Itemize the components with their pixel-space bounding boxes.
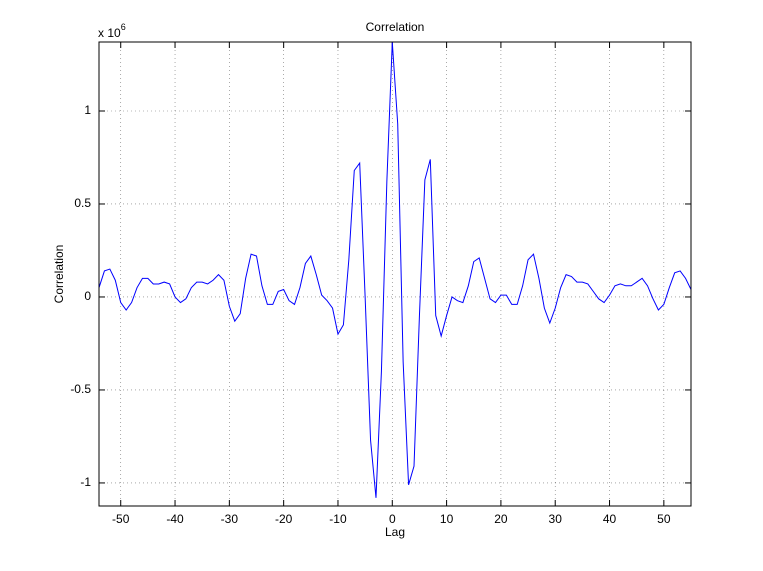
y-tick-label: -0.5 — [70, 382, 91, 396]
x-tick-label: -20 — [275, 512, 293, 526]
y-tick-label: 1 — [84, 103, 91, 117]
series — [99, 42, 691, 498]
y-axis-label: Correlation — [52, 245, 66, 304]
line-series — [99, 42, 691, 498]
x-axis-label: Lag — [385, 525, 405, 539]
x-tick-label: -10 — [329, 512, 347, 526]
y-tick-label: 0 — [84, 289, 91, 303]
chart-title: Correlation — [366, 20, 425, 34]
x-tick-label: 10 — [440, 512, 454, 526]
y-multiplier-exponent: 6 — [121, 22, 126, 32]
y-tick-label: 0.5 — [74, 196, 91, 210]
plot-area — [99, 42, 691, 506]
x-tick-label: 50 — [657, 512, 671, 526]
x-tick-label: -40 — [166, 512, 184, 526]
axes-box — [98, 41, 692, 507]
x-tick-label: 20 — [494, 512, 508, 526]
y-multiplier-base: x 10 — [98, 26, 121, 40]
x-tick-label: 30 — [549, 512, 563, 526]
grid — [99, 42, 691, 506]
x-tick-label: -30 — [221, 512, 239, 526]
x-tick-label: 40 — [603, 512, 617, 526]
y-tick-label: -1 — [80, 475, 91, 489]
x-tick-label: 0 — [389, 512, 396, 526]
y-multiplier: x 106 — [98, 22, 126, 40]
x-tick-label: -50 — [112, 512, 130, 526]
